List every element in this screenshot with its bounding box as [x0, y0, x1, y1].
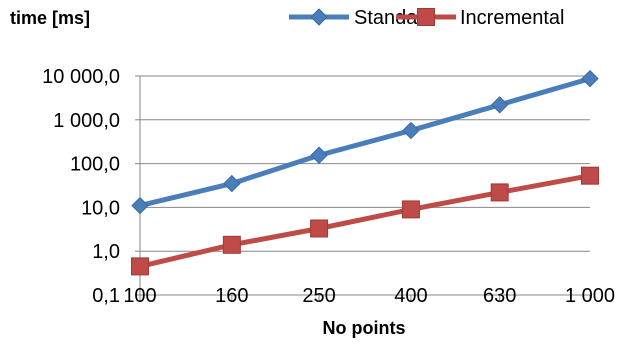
- legend-item-standard: Standard: [289, 7, 435, 29]
- data-point-incremental: [401, 200, 420, 219]
- data-point-incremental: [222, 235, 241, 254]
- data-point-standard: [310, 146, 328, 164]
- data-point-incremental: [131, 257, 149, 276]
- data-point-standard: [581, 69, 599, 88]
- x-axis-title: No points: [323, 318, 406, 338]
- y-tick-label: 1 000,0: [53, 110, 120, 132]
- grid: [140, 75, 590, 252]
- data-point-standard: [490, 96, 509, 114]
- x-tick-label: 400: [394, 285, 427, 307]
- y-tick-label: 100,0: [70, 154, 120, 176]
- series-standard: [131, 69, 599, 215]
- legend-marker-incremental: [417, 8, 435, 26]
- data-point-incremental: [581, 166, 599, 185]
- y-tick-label: 1,0: [92, 241, 120, 263]
- y-axis-title: time [ms]: [10, 8, 90, 28]
- data-point-standard: [131, 196, 149, 215]
- legend-item-incremental: Incremental: [396, 7, 565, 29]
- x-tick-label: 1 000: [565, 285, 615, 307]
- series-line-standard: [137, 76, 593, 209]
- y-tick-label: 10,0: [81, 197, 120, 219]
- series-line-incremental: [137, 173, 593, 269]
- legend-marker-standard: [310, 8, 328, 26]
- legend: Standard Incremental: [289, 7, 565, 29]
- data-point-incremental: [490, 183, 509, 202]
- x-tick-label: 630: [483, 285, 516, 307]
- y-tick-label: 10 000,0: [42, 66, 120, 88]
- legend-label-incremental: Incremental: [460, 7, 565, 29]
- y-tick-label: 0,1: [92, 285, 120, 307]
- data-point-incremental: [310, 219, 329, 238]
- x-tick-label: 250: [302, 285, 335, 307]
- data-point-standard: [223, 174, 241, 193]
- legend-label-standard: Standard: [354, 7, 435, 29]
- tick-labels: 0,1 1,0 10,0 100,0 1 000,0 10 000,0 100 160 250 4…: [42, 66, 615, 307]
- series-layer: [131, 69, 599, 276]
- x-tick-label: 100: [123, 285, 156, 307]
- data-point-standard: [402, 121, 420, 140]
- series-incremental: [131, 166, 599, 276]
- x-tick-label: 160: [215, 285, 248, 307]
